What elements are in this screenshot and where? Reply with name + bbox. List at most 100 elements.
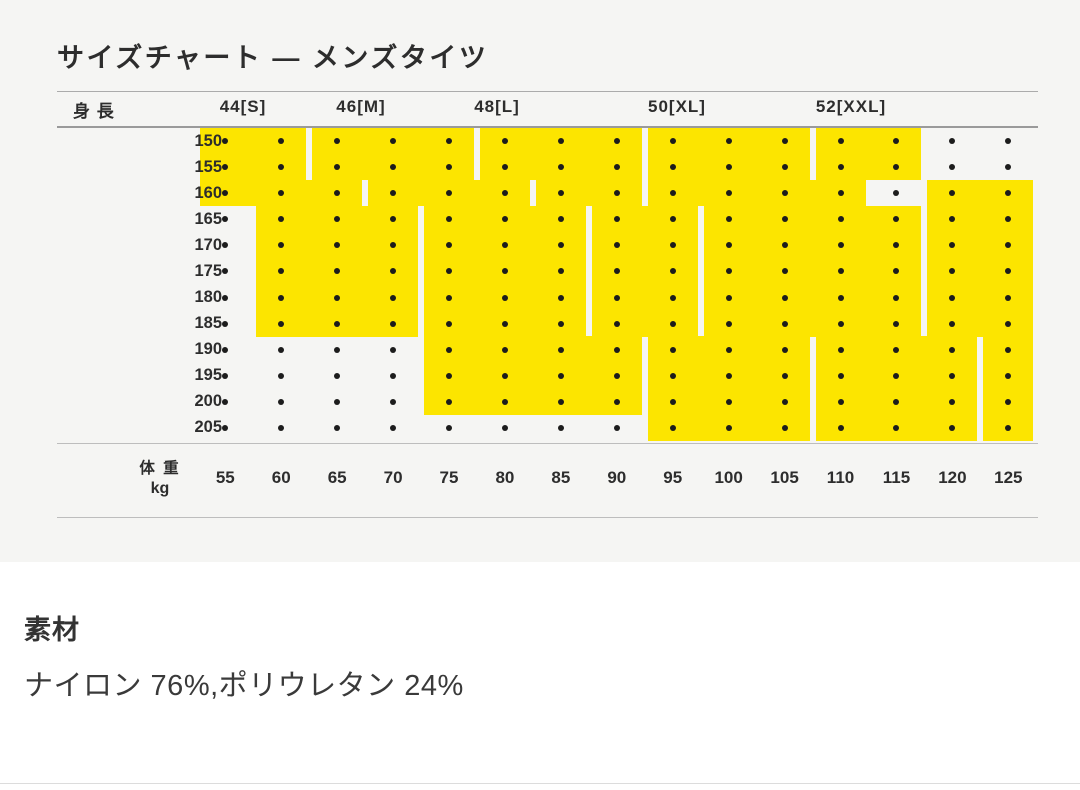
grid-dot [557, 242, 564, 249]
grid-dot [557, 216, 564, 223]
grid-dot [781, 398, 788, 405]
grid-dot [446, 242, 453, 249]
grid-dot [501, 190, 508, 197]
size-band-region [703, 258, 922, 285]
chart-title: サイズチャート — メンズタイツ [57, 43, 489, 73]
material-text: ナイロン 76%,ポリウレタン 24% [24, 670, 464, 702]
size-band-region [927, 232, 1034, 259]
grid-dot [222, 216, 229, 223]
grid-dot [390, 268, 397, 275]
grid-dot [1005, 294, 1012, 301]
grid-dot [557, 346, 564, 353]
weight-axis-label: 体 重 [139, 460, 181, 477]
grid-dot [446, 294, 453, 301]
size-band-region [424, 362, 642, 390]
grid-dot [557, 138, 564, 144]
grid-dot [725, 216, 732, 223]
grid-dot [390, 164, 397, 171]
grid-dot [781, 138, 788, 144]
grid-dot [222, 268, 229, 275]
grid-dot [725, 190, 732, 197]
grid-dot [837, 242, 844, 249]
size-band-region [424, 336, 642, 363]
grid-dot [949, 242, 956, 249]
grid-dot [725, 164, 732, 171]
grid-dot [1005, 164, 1012, 171]
grid-dot [222, 138, 229, 144]
grid-dot [1005, 320, 1012, 327]
size-band-region [591, 310, 698, 337]
grid-dot [893, 346, 900, 353]
grid-dot [390, 424, 397, 431]
grid-dot [781, 320, 788, 327]
size-band-region [703, 284, 922, 311]
grid-dot [222, 164, 229, 171]
grid-dot [725, 320, 732, 327]
grid-dot [893, 216, 900, 223]
size-band-region [815, 153, 922, 181]
grid-dot [613, 190, 620, 197]
grid-dot [949, 372, 956, 379]
grid-dot [278, 190, 285, 197]
size-band-region [703, 310, 922, 337]
grid-dot [446, 138, 453, 144]
grid-dot [334, 190, 341, 197]
size-header-50: 50[XL] [648, 97, 706, 116]
grid-dot [390, 216, 397, 223]
grid-dot [501, 320, 508, 327]
grid-dot [669, 294, 676, 301]
grid-dot [334, 216, 341, 223]
grid-dot [390, 320, 397, 327]
grid-dot [334, 268, 341, 275]
grid-dot [1005, 190, 1012, 197]
grid-dot [725, 346, 732, 353]
grid-dot [1005, 242, 1012, 249]
grid-dot [446, 424, 453, 431]
grid-dot [278, 242, 285, 249]
grid-dot [334, 138, 341, 144]
height-tick-label: 155 [194, 157, 222, 176]
grid-dot [278, 398, 285, 405]
weight-tick-label: 60 [271, 468, 291, 487]
grid-dot [781, 164, 788, 171]
grid-dot [669, 398, 676, 405]
weight-tick-label: 70 [383, 468, 403, 487]
grid-dot [893, 424, 900, 431]
grid-dot [837, 346, 844, 353]
weight-tick-label: 120 [938, 468, 967, 487]
grid-dot [334, 372, 341, 379]
grid-dot [669, 190, 676, 197]
height-tick-label: 175 [194, 261, 222, 280]
grid-dot [1005, 424, 1012, 431]
grid-dot [446, 320, 453, 327]
height-tick-label: 170 [194, 235, 222, 254]
grid-dot [278, 320, 285, 327]
grid-dot [557, 398, 564, 405]
size-band-region [200, 127, 307, 155]
grid-dot [613, 164, 620, 171]
grid-dot [781, 268, 788, 275]
grid-dot [446, 164, 453, 171]
weight-tick-label: 65 [327, 468, 347, 487]
grid-dot [781, 294, 788, 301]
grid-dot [837, 372, 844, 379]
grid-dot [501, 268, 508, 275]
grid-dot [949, 294, 956, 301]
grid-dot [613, 372, 620, 379]
grid-dot [893, 268, 900, 275]
weight-tick-label: 105 [770, 468, 799, 487]
rule-below-axis [57, 517, 1038, 518]
weight-tick-label: 125 [994, 468, 1023, 487]
height-tick-label: 150 [194, 131, 222, 150]
size-band-region [927, 258, 1034, 285]
grid-dot [613, 216, 620, 223]
size-band-region [535, 179, 642, 207]
grid-dot [501, 424, 508, 431]
size-header-52: 52[XXL] [815, 97, 887, 116]
height-tick-label: 190 [194, 340, 222, 359]
grid-dot [446, 346, 453, 353]
grid-dot [222, 346, 229, 353]
grid-dot [781, 190, 788, 197]
grid-dot [446, 372, 453, 379]
height-axis-label: 身 長 [73, 102, 115, 121]
